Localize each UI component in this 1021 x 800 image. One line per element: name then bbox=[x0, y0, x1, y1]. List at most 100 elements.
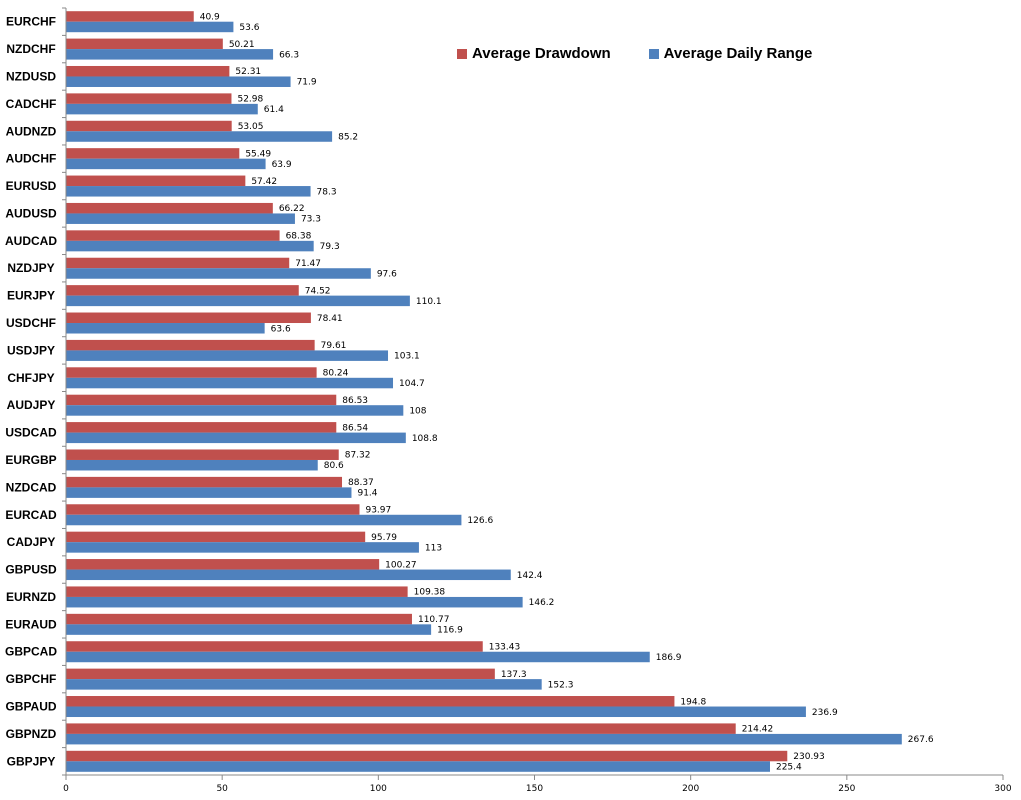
drawdown-value-label-audusd: 66.22 bbox=[279, 204, 305, 214]
daily-range-value-label-nzdusd: 71.9 bbox=[297, 78, 317, 88]
x-tick-label-200: 200 bbox=[682, 784, 699, 794]
daily-range-bar-euraud bbox=[66, 624, 432, 635]
category-label-audusd: AUDUSD bbox=[5, 206, 57, 220]
drawdown-bar-gbpchf bbox=[66, 668, 495, 680]
daily-range-value-label-chfjpy: 104.7 bbox=[399, 379, 425, 389]
drawdown-bar-nzdjpy bbox=[66, 257, 290, 269]
drawdown-value-label-audnzd: 53.05 bbox=[238, 122, 264, 132]
daily-range-bar-usdjpy bbox=[66, 350, 389, 361]
drawdown-bar-usdjpy bbox=[66, 339, 315, 351]
drawdown-bar-euraud bbox=[66, 613, 412, 625]
x-tick-label-50: 50 bbox=[216, 784, 228, 794]
daily-range-bar-gbpnzd bbox=[66, 733, 902, 745]
category-label-nzdjpy: NZDJPY bbox=[7, 261, 54, 275]
daily-range-value-label-cadchf: 61.4 bbox=[264, 105, 284, 115]
drawdown-bar-eurgbp bbox=[66, 449, 339, 460]
category-label-euraud: EURAUD bbox=[5, 617, 57, 631]
daily-range-value-label-eurcad: 126.6 bbox=[467, 516, 493, 526]
x-tick-label-0: 0 bbox=[63, 784, 69, 794]
drawdown-bar-cadchf bbox=[66, 93, 232, 104]
category-label-nzdusd: NZDUSD bbox=[6, 69, 56, 83]
daily-range-bar-audjpy bbox=[66, 405, 404, 416]
daily-range-bar-usdcad bbox=[66, 432, 406, 444]
daily-range-bar-eurjpy bbox=[66, 295, 410, 307]
daily-range-value-label-gbpaud: 236.9 bbox=[812, 708, 838, 718]
daily-range-bar-nzdjpy bbox=[66, 268, 371, 279]
x-tick-label-250: 250 bbox=[838, 784, 855, 794]
category-label-eurnzd: EURNZD bbox=[6, 590, 56, 604]
drawdown-bar-audcad bbox=[66, 230, 280, 241]
drawdown-bar-nzdusd bbox=[66, 65, 230, 77]
drawdown-bar-audjpy bbox=[66, 394, 337, 406]
drawdown-bar-eurcad bbox=[66, 504, 360, 515]
category-label-gbpusd: GBPUSD bbox=[5, 563, 57, 577]
x-tick-label-150: 150 bbox=[526, 784, 543, 794]
daily-range-bar-eurnzd bbox=[66, 596, 523, 608]
daily-range-bar-nzdcad bbox=[66, 487, 352, 498]
drawdown-value-label-euraud: 110.77 bbox=[418, 615, 450, 625]
daily-range-bar-cadjpy bbox=[66, 542, 419, 553]
category-label-gbpnzd: GBPNZD bbox=[6, 727, 57, 741]
category-label-eurchf: EURCHF bbox=[6, 15, 56, 29]
daily-range-value-label-eurusd: 78.3 bbox=[317, 187, 337, 197]
drawdown-value-label-gbpusd: 100.27 bbox=[385, 560, 417, 570]
drawdown-value-label-audcad: 68.38 bbox=[286, 232, 312, 242]
drawdown-value-label-eurjpy: 74.52 bbox=[305, 286, 331, 296]
drawdown-value-label-usdchf: 78.41 bbox=[317, 314, 343, 324]
category-label-usdchf: USDCHF bbox=[6, 316, 56, 330]
daily-range-bar-gbpchf bbox=[66, 679, 542, 690]
drawdown-bar-chfjpy bbox=[66, 367, 317, 378]
drawdown-bar-eurchf bbox=[66, 11, 194, 22]
drawdown-value-label-audjpy: 86.53 bbox=[342, 396, 368, 406]
category-label-cadchf: CADCHF bbox=[6, 97, 57, 111]
category-label-audjpy: AUDJPY bbox=[7, 398, 56, 412]
category-labels-layer: EURCHF NZDCHF NZDUSD CADCHF AUDNZD AUDCHF EURU… bbox=[5, 15, 57, 769]
daily-range-value-label-usdcad: 108.8 bbox=[412, 434, 438, 444]
legend: Average Drawdown Average Daily Range bbox=[457, 45, 812, 62]
legend-swatch-drawdown bbox=[457, 48, 467, 59]
drawdown-bar-eurjpy bbox=[66, 285, 299, 296]
drawdown-value-label-cadchf: 52.98 bbox=[237, 95, 263, 105]
daily-range-value-label-gbpchf: 152.3 bbox=[548, 680, 574, 690]
drawdown-value-label-gbpaud: 194.8 bbox=[680, 697, 706, 707]
drawdown-value-label-usdcad: 86.54 bbox=[342, 423, 368, 433]
drawdown-bar-audnzd bbox=[66, 120, 232, 132]
drawdown-bar-audchf bbox=[66, 148, 240, 159]
drawdown-bar-audusd bbox=[66, 202, 273, 214]
drawdown-bar-nzdchf bbox=[66, 38, 223, 50]
category-label-cadjpy: CADJPY bbox=[7, 535, 56, 549]
daily-range-bar-gbpaud bbox=[66, 706, 806, 718]
daily-range-bar-eurgbp bbox=[66, 459, 318, 471]
daily-range-value-label-usdchf: 63.6 bbox=[271, 324, 291, 334]
legend-label-drawdown: Average Drawdown bbox=[472, 45, 611, 62]
value-labels-layer: 40.9 53.6 50.21 66.3 52.31 71.9 52.9861.453.05… bbox=[200, 12, 934, 772]
drawdown-bar-gbpaud bbox=[66, 696, 675, 707]
drawdown-value-label-eurusd: 57.42 bbox=[251, 177, 277, 187]
drawdown-bar-cadjpy bbox=[66, 531, 366, 543]
category-label-eurcad: EURCAD bbox=[5, 508, 57, 522]
daily-range-value-label-audusd: 73.3 bbox=[301, 215, 321, 225]
daily-range-bar-eurchf bbox=[66, 21, 234, 33]
drawdown-value-label-gbpcad: 133.43 bbox=[489, 642, 520, 652]
daily-range-value-label-eurnzd: 146.2 bbox=[529, 598, 555, 608]
daily-range-bar-eurusd bbox=[66, 186, 311, 197]
legend-item-daily-range: Average Daily Range bbox=[648, 45, 812, 62]
x-tick-label-100: 100 bbox=[370, 784, 387, 794]
drawdown-bar-nzdcad bbox=[66, 476, 343, 488]
daily-range-bar-gbpusd bbox=[66, 569, 511, 581]
legend-swatch-daily-range bbox=[648, 48, 659, 59]
daily-range-value-label-nzdjpy: 97.6 bbox=[377, 269, 397, 279]
daily-range-value-label-eurjpy: 110.1 bbox=[416, 297, 442, 307]
daily-range-value-label-audnzd: 85.2 bbox=[338, 133, 358, 143]
daily-range-value-label-eurgbp: 80.6 bbox=[324, 461, 344, 471]
drawdown-value-label-eurchf: 40.9 bbox=[200, 12, 220, 22]
category-label-eurgbp: EURGBP bbox=[5, 453, 56, 467]
daily-range-bar-audusd bbox=[66, 213, 295, 224]
drawdown-value-label-gbpchf: 137.3 bbox=[501, 670, 527, 680]
category-label-nzdcad: NZDCAD bbox=[6, 480, 57, 494]
legend-item-drawdown: Average Drawdown bbox=[457, 45, 611, 62]
category-label-gbpchf: GBPCHF bbox=[6, 672, 57, 686]
daily-range-value-label-audcad: 79.3 bbox=[320, 242, 340, 252]
drawdown-value-label-nzdcad: 88.37 bbox=[348, 478, 374, 488]
